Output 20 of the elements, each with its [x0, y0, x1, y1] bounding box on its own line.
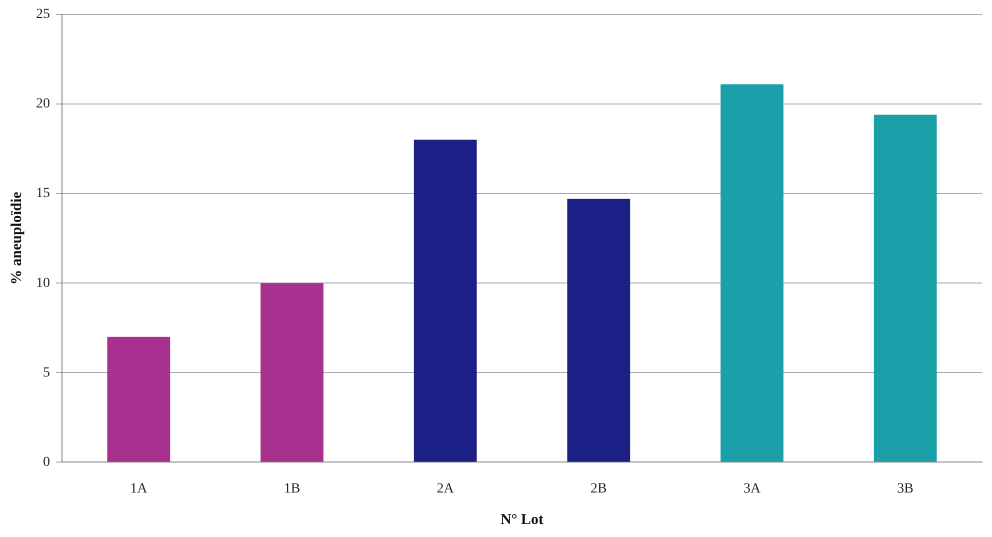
bar [107, 336, 170, 462]
bar [567, 198, 630, 462]
y-tick-label: 10 [36, 276, 50, 291]
x-tick-label: 1B [284, 481, 300, 496]
bar [874, 114, 937, 462]
y-tick-label: 25 [36, 7, 50, 22]
x-tick-label: 3A [743, 481, 762, 496]
x-axis-title: N° Lot [500, 512, 544, 528]
y-tick-label: 15 [36, 186, 50, 202]
x-tick-label: 1A [130, 481, 148, 496]
y-tick-label: 5 [43, 365, 50, 380]
y-axis-title: % aneuploïdie [8, 191, 25, 285]
x-tick-label: 2B [590, 481, 607, 496]
bar [260, 283, 324, 462]
x-tick-label: 3B [897, 481, 914, 496]
bar [414, 140, 477, 462]
x-tick-label: 2A [436, 481, 455, 496]
bar [720, 84, 784, 462]
y-tick-label: 20 [36, 96, 50, 112]
y-tick-label: 0 [43, 454, 50, 470]
